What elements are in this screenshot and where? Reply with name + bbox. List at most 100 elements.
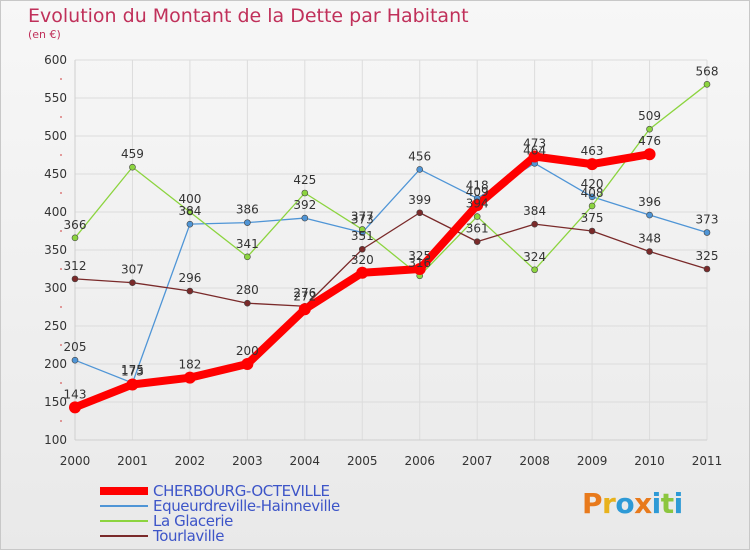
y-axis: 100 150 200 250 300 350 400 450 500 550 600	[44, 53, 76, 447]
legend-swatch	[100, 505, 148, 507]
series-point	[358, 226, 366, 233]
series-point	[71, 275, 79, 283]
series-point	[531, 266, 538, 274]
data-label: 316	[408, 256, 431, 270]
data-label: 386	[236, 203, 259, 217]
series-point	[129, 279, 136, 286]
x-tick-label: 2005	[347, 454, 378, 468]
series-point	[473, 238, 481, 245]
data-label: 425	[293, 173, 316, 187]
data-label: 568	[696, 64, 719, 78]
proxiti-logo: Proxiti	[582, 487, 683, 520]
legend-swatch	[100, 487, 148, 495]
data-label: 473	[523, 137, 546, 151]
series-points	[69, 81, 711, 414]
series-point	[356, 266, 369, 279]
series-point	[129, 163, 136, 171]
y-tick-label: 500	[44, 129, 67, 143]
logo-letter: t	[660, 487, 674, 520]
legend-swatch	[100, 520, 148, 522]
series-point	[473, 213, 481, 220]
series-point	[183, 371, 196, 384]
logo-letter: i	[651, 487, 662, 520]
series-point	[703, 229, 711, 236]
data-label: 200	[236, 344, 259, 358]
data-label: 373	[696, 213, 719, 227]
series-point	[186, 208, 194, 216]
data-label: 459	[121, 147, 144, 161]
legend-label: Tourlaville	[153, 527, 225, 545]
x-tick-label: 2004	[290, 454, 321, 468]
logo-letter: i	[673, 487, 684, 520]
x-tick-label: 2000	[60, 454, 91, 468]
series-point	[126, 378, 139, 391]
series-point	[301, 214, 309, 222]
series-point	[186, 287, 194, 295]
data-label: 373	[351, 213, 374, 227]
x-tick-label: 2010	[634, 454, 665, 468]
legend-label: Equeurdreville-Hainneville	[153, 497, 340, 515]
data-label: 394	[466, 197, 489, 211]
series-point	[416, 166, 424, 173]
data-label: 325	[408, 249, 431, 263]
y-tick-label: 350	[44, 243, 67, 257]
series-point	[703, 265, 711, 273]
series-point	[471, 199, 484, 212]
series-point	[588, 202, 596, 210]
legend-label: La Glacerie	[153, 512, 233, 530]
y-tick-label: 450	[44, 167, 67, 181]
data-label: 509	[638, 109, 661, 123]
x-tick-label: 2001	[117, 454, 148, 468]
data-label: 351	[351, 229, 374, 243]
y-tick-label: 300	[44, 281, 67, 295]
data-label: 476	[638, 134, 661, 148]
data-label: 377	[351, 209, 374, 223]
x-tick-label: 2011	[692, 454, 723, 468]
series-point	[413, 263, 426, 275]
series-point	[244, 253, 251, 261]
series-lines	[71, 83, 708, 412]
series-point	[186, 220, 194, 228]
data-label: 272	[293, 289, 316, 303]
data-label: 361	[466, 222, 489, 236]
data-label: 296	[178, 271, 201, 285]
data-labels: 143 173 182 200 272 320 325 409 473 463 476 205 175 3…	[64, 64, 719, 401]
y-tick-label: 150	[44, 395, 67, 409]
series-point	[244, 219, 251, 226]
series-point	[643, 148, 656, 161]
logo-letter: P	[582, 487, 603, 520]
series-point	[646, 211, 653, 219]
data-label: 456	[408, 149, 431, 163]
data-label: 182	[178, 358, 201, 372]
data-label: 325	[696, 249, 719, 263]
x-axis: 2000 2001 2002 2003 2004 2005 2006 2007 2008 2009…	[60, 439, 723, 468]
logo-letter: r	[602, 487, 616, 520]
chart-subtitle: (en €)	[28, 28, 61, 41]
y-tick-label: 600	[44, 53, 67, 67]
x-tick-label: 2006	[404, 454, 435, 468]
series-point	[588, 227, 596, 235]
series-point	[301, 189, 309, 197]
data-label: 324	[523, 250, 546, 264]
legend-swatch	[100, 535, 148, 537]
series-point	[646, 248, 653, 255]
x-tick-label: 2007	[462, 454, 493, 468]
series-point	[241, 358, 254, 370]
series-point	[298, 303, 311, 316]
data-label: 320	[351, 253, 374, 267]
series-point	[531, 220, 538, 228]
data-label: 418	[466, 178, 489, 192]
data-label: 409	[466, 185, 489, 199]
series-point	[69, 401, 81, 414]
data-label: 173	[121, 365, 144, 379]
data-label: 276	[293, 286, 316, 300]
legend-label: CHERBOURG-OCTEVILLE	[153, 482, 330, 500]
y-tick-label: 200	[44, 357, 67, 371]
x-tick-label: 2003	[232, 454, 263, 468]
data-label: 312	[64, 259, 87, 273]
series-line-2	[74, 83, 708, 277]
x-tick-label: 2009	[577, 454, 608, 468]
data-label: 396	[638, 195, 661, 209]
series-point	[71, 234, 79, 242]
